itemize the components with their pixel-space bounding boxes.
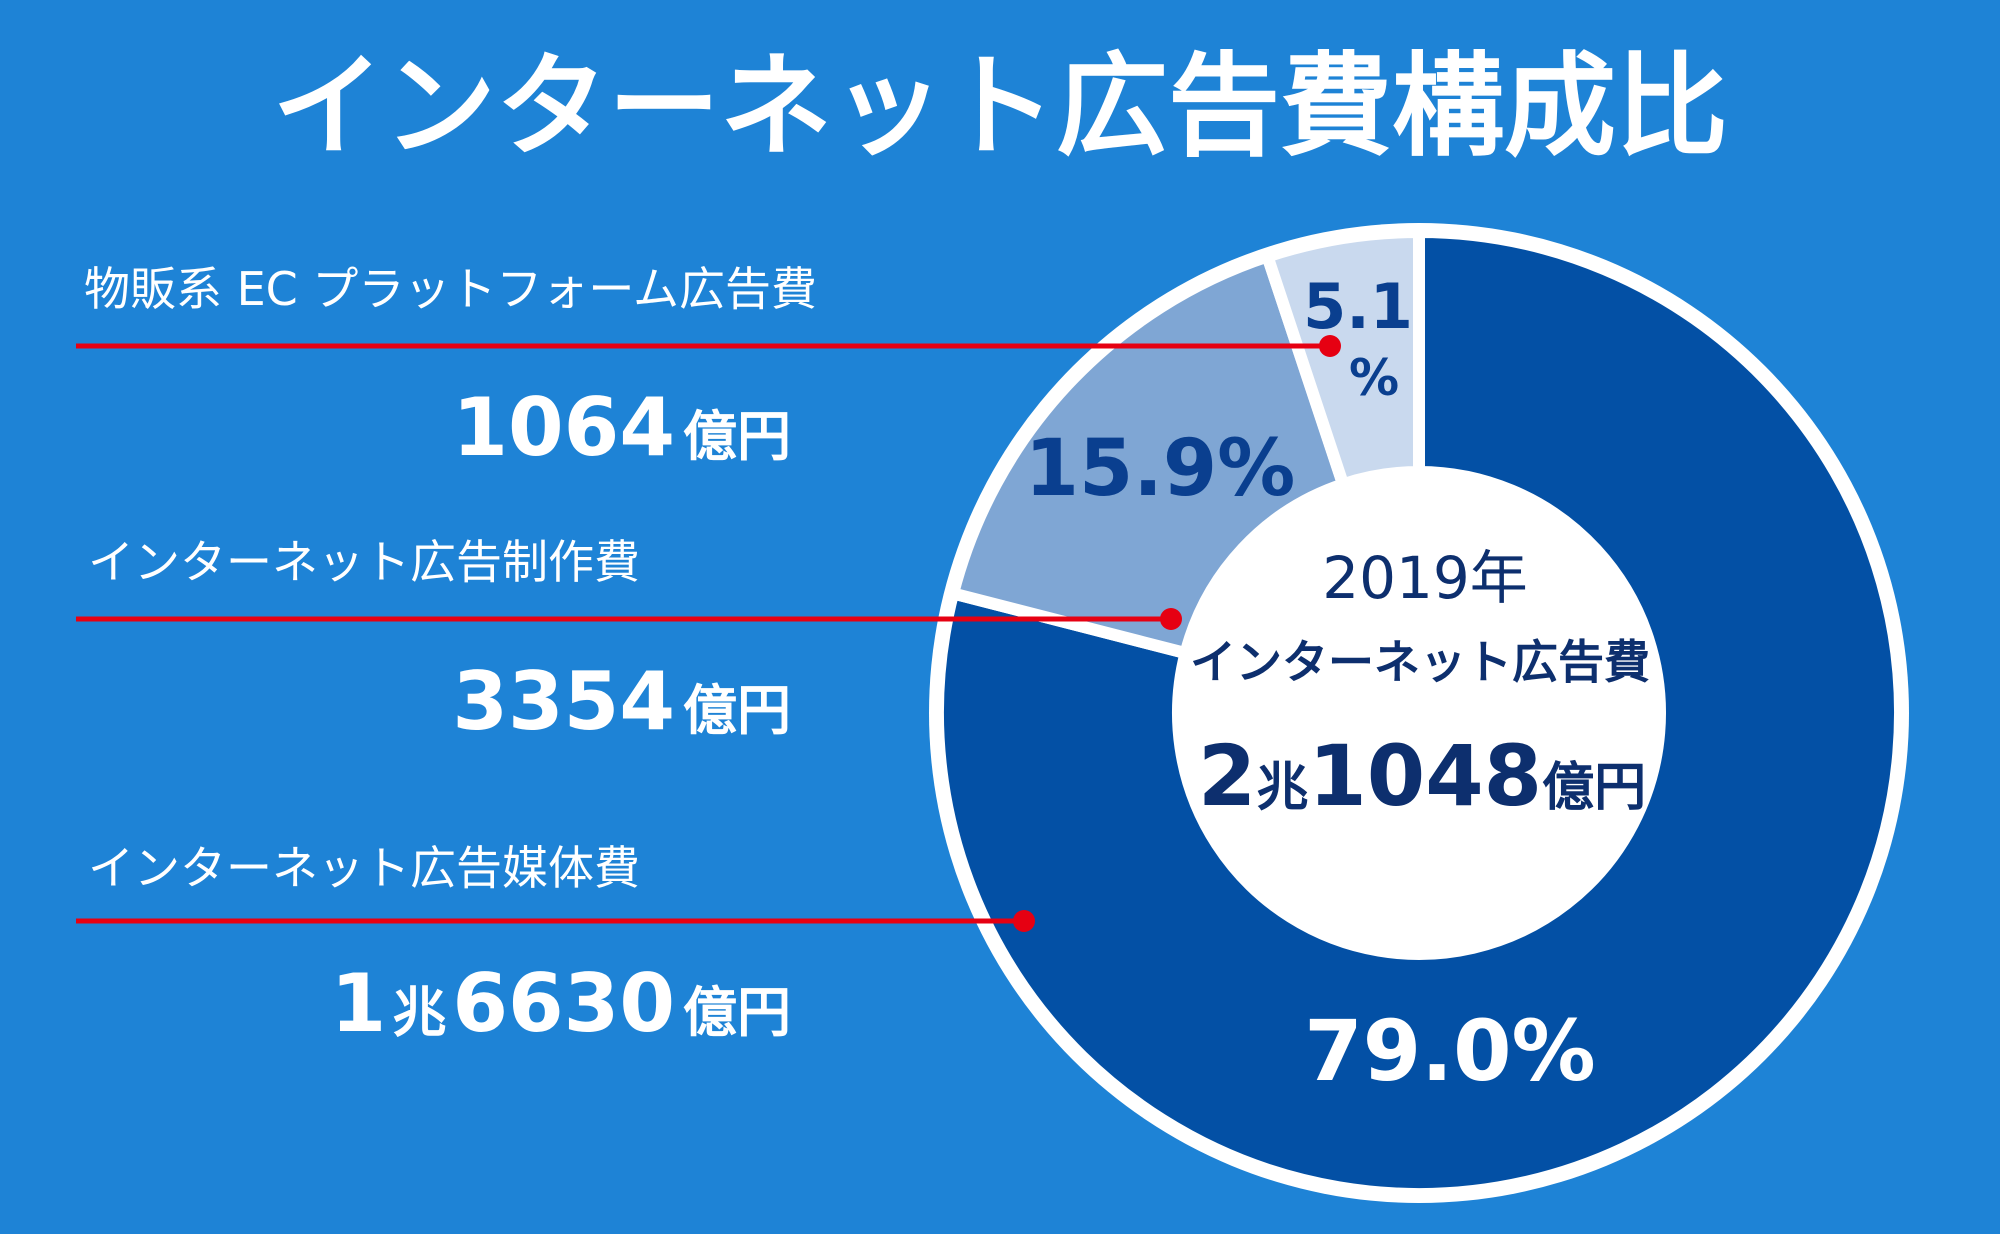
- amount-ec: 1064 億円: [452, 381, 791, 474]
- percent-label-production: 15.9%: [1025, 424, 1296, 514]
- percent-label-ec: 5.1: [1303, 270, 1413, 343]
- leader-dot-ec: [1319, 335, 1341, 357]
- center-total-major-unit: 兆: [1256, 758, 1308, 818]
- legend-label-production: インターネット広告制作費: [88, 535, 640, 589]
- percent-label-media: 79.0%: [1304, 1002, 1595, 1100]
- amount-production: 3354 億円: [452, 655, 791, 748]
- chart-title: インターネット広告費構成比: [272, 42, 1728, 172]
- center-label: インターネット広告費: [1190, 635, 1650, 689]
- center-year: 2019年: [1322, 544, 1528, 612]
- center-total: 2兆1048億円: [1198, 727, 1646, 825]
- legend-label-media: インターネット広告媒体費: [88, 841, 640, 895]
- percent-suffix-ec: %: [1349, 349, 1399, 407]
- center-total-minor: 1048: [1308, 727, 1542, 825]
- amount-media: 1 兆6630 億円: [331, 957, 791, 1050]
- donut-center: [1178, 472, 1660, 954]
- leader-dot-production: [1160, 608, 1182, 630]
- center-total-minor-unit: 億円: [1542, 758, 1646, 818]
- legend-label-ec: 物販系 EC プラットフォーム広告費: [84, 262, 817, 316]
- donut-chart: [929, 223, 1909, 1203]
- center-total-major: 2: [1198, 727, 1256, 825]
- leader-dot-media: [1013, 910, 1035, 932]
